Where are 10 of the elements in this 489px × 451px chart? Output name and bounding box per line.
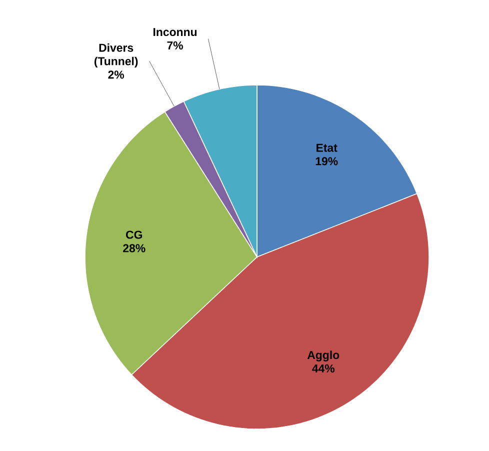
slice-label: Etat — [316, 144, 338, 152]
data-label: 19% — [316, 157, 338, 166]
data-label: 28% — [123, 244, 146, 252]
slice-label: Agglo — [307, 350, 340, 362]
data-label: 44% — [312, 364, 335, 372]
data-label: 7% — [167, 41, 183, 50]
slice-label: Inconnu — [154, 28, 197, 36]
slice-label: CG — [126, 230, 142, 239]
data-label: 2% — [108, 70, 124, 79]
slice-label: Divers (Tunnel) — [94, 43, 138, 68]
